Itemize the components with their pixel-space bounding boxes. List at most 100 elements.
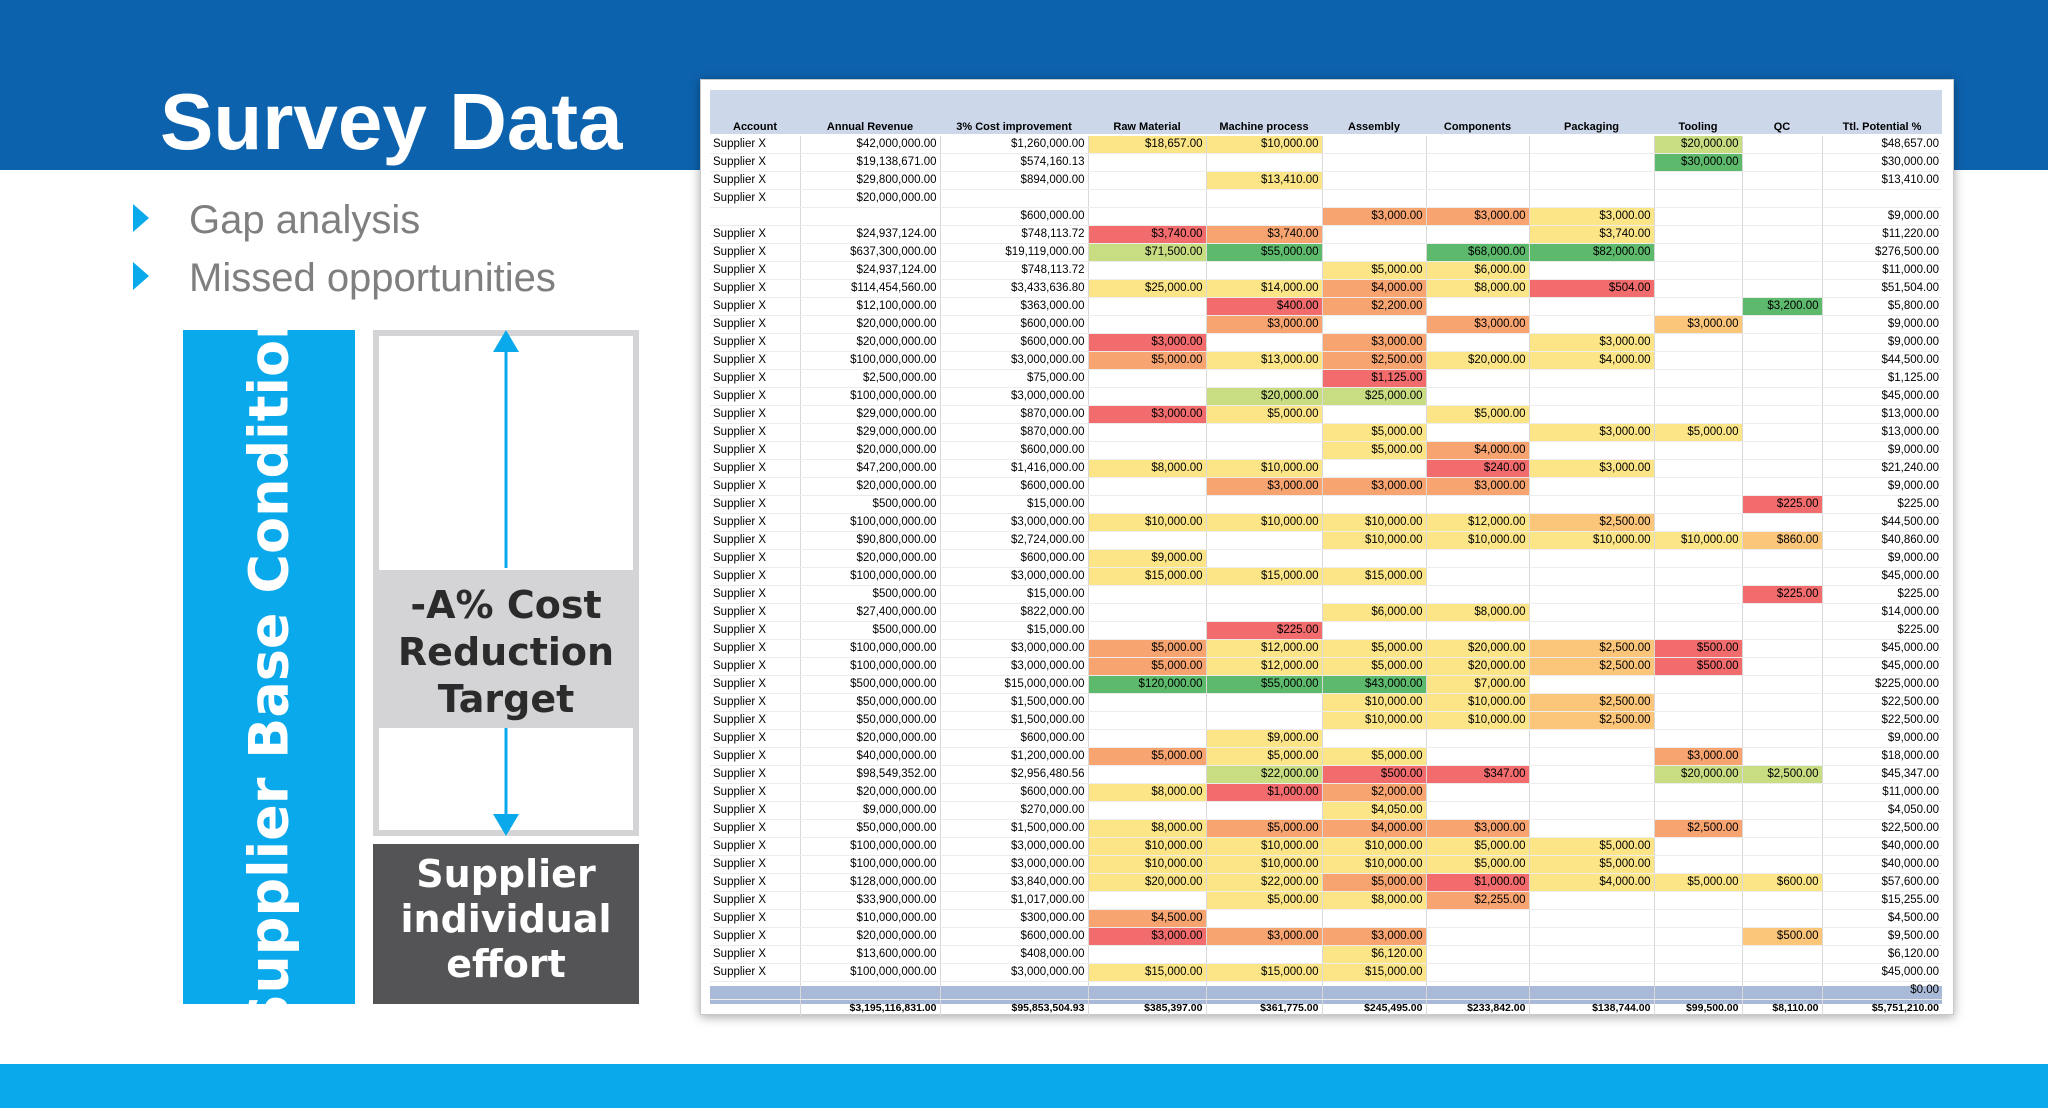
table-cell: $5,000.00: [1321, 873, 1426, 893]
table-cell: [1653, 207, 1742, 227]
table-row: $0.00: [710, 981, 1942, 1001]
table-cell: Supplier X: [710, 963, 800, 983]
table-cell: $13,000.00: [1205, 351, 1322, 371]
table-cell: [1653, 387, 1742, 407]
table-cell: $14,000.00: [1821, 603, 1942, 623]
table-row: Supplier X $50,000,000.00 $1,500,000.00 $8,…: [710, 819, 1942, 839]
table-cell: $860.00: [1741, 531, 1822, 551]
table-cell: $8,000.00: [1321, 891, 1426, 911]
table-cell: Supplier X: [710, 873, 800, 893]
table-cell: $18,000.00: [1821, 747, 1942, 767]
table-cell: $748,113.72: [939, 225, 1088, 245]
table-cell: $3,000,000.00: [939, 567, 1088, 587]
table-cell: $2,956,480.56: [939, 765, 1088, 785]
table-cell: [1425, 567, 1529, 587]
table-cell: $822,000.00: [939, 603, 1088, 623]
table-row: Supplier X $100,000,000.00 $3,000,000.00 $2…: [710, 387, 1942, 407]
column-header: QC: [1773, 120, 1791, 133]
table-cell: $5,800.00: [1821, 297, 1942, 317]
table-cell: [1741, 171, 1822, 191]
table-cell: $10,000.00: [1528, 531, 1654, 551]
table-cell: [1653, 693, 1742, 713]
table-cell: $2,500.00: [1528, 513, 1654, 533]
table-cell: [1087, 171, 1206, 191]
table-cell: $20,000,000.00: [799, 549, 940, 569]
table-cell: Supplier X: [710, 189, 800, 209]
table-cell: [1425, 945, 1529, 965]
table-cell: $114,454,560.00: [799, 279, 940, 299]
table-cell: $10,000.00: [1205, 513, 1322, 533]
table-cell: [1321, 225, 1426, 245]
table-cell: $4,000.00: [1425, 441, 1529, 461]
table-row: Supplier X $20,000,000.00 $600,000.00 $3,00…: [710, 477, 1942, 497]
table-row: Supplier X $24,937,124.00 $748,113.72 $5,00…: [710, 261, 1942, 281]
table-cell: [1087, 189, 1206, 209]
table-cell: [1205, 693, 1322, 713]
column-header: Tooling: [1678, 120, 1718, 133]
table-cell: [1741, 153, 1822, 173]
table-cell: $500.00: [1741, 927, 1822, 947]
column-header: Machine process: [1219, 120, 1309, 133]
table-cell: [1653, 675, 1742, 695]
table-cell: $45,000.00: [1821, 639, 1942, 659]
table-cell: Supplier X: [710, 603, 800, 623]
table-cell: [1425, 171, 1529, 191]
table-cell: [1653, 279, 1742, 299]
table-row: Supplier X $24,937,124.00 $748,113.72 $3,74…: [710, 225, 1942, 245]
table-cell: [1653, 405, 1742, 425]
table-cell: $55,000.00: [1205, 243, 1322, 263]
table-cell: [1321, 153, 1426, 173]
table-cell: [1653, 621, 1742, 641]
table-cell: [1205, 441, 1322, 461]
table-cell: [1653, 513, 1742, 533]
table-cell: $20,000,000.00: [799, 441, 940, 461]
table-cell: $24,937,124.00: [799, 261, 940, 281]
table-cell: $5,000.00: [1321, 423, 1426, 443]
table-cell: $225.00: [1821, 585, 1942, 605]
table-cell: [1653, 945, 1742, 965]
table-cell: Supplier X: [710, 261, 800, 281]
table-cell: Supplier X: [710, 711, 800, 731]
table-cell: $5,000.00: [1528, 837, 1654, 857]
table-cell: $276,500.00: [1821, 243, 1942, 263]
table-cell: $3,195,116,831.00: [799, 999, 940, 1018]
table-cell: $3,000.00: [1087, 927, 1206, 947]
table-cell: [1087, 711, 1206, 731]
table-cell: $2,255.00: [1425, 891, 1529, 911]
table-cell: $3,000.00: [1087, 333, 1206, 353]
table-cell: [1741, 819, 1822, 839]
table-cell: [1087, 495, 1206, 515]
table-cell: [1321, 549, 1426, 569]
table-row: Supplier X $20,000,000.00 $600,000.00 $3,00…: [710, 333, 1942, 353]
table-cell: [1205, 801, 1322, 821]
table-cell: [1321, 459, 1426, 479]
table-cell: [1528, 945, 1654, 965]
table-cell: [1087, 765, 1206, 785]
table-cell: $3,200.00: [1741, 297, 1822, 317]
table-cell: $22,500.00: [1821, 693, 1942, 713]
table-cell: $15,000,000.00: [939, 675, 1088, 695]
table-cell: [710, 207, 800, 227]
table-cell: $15,000.00: [1321, 567, 1426, 587]
table-cell: $4,000.00: [1528, 351, 1654, 371]
table-row: Supplier X $2,500,000.00 $75,000.00 $1,125.…: [710, 369, 1942, 389]
column-header: Raw Material: [1113, 120, 1181, 133]
table-cell: $5,000.00: [1425, 855, 1529, 875]
table-cell: $8,110.00: [1741, 999, 1822, 1018]
table-cell: $1,000.00: [1205, 783, 1322, 803]
table-cell: [1741, 387, 1822, 407]
table-cell: $138,744.00: [1528, 999, 1654, 1018]
table-cell: $15,000.00: [939, 585, 1088, 605]
table-cell: Supplier X: [710, 585, 800, 605]
table-cell: [1741, 369, 1822, 389]
table-cell: Supplier X: [710, 675, 800, 695]
table-cell: $43,000.00: [1321, 675, 1426, 695]
table-cell: $8,000.00: [1087, 819, 1206, 839]
table-cell: $100,000,000.00: [799, 639, 940, 659]
bullet-text: Missed opportunities: [189, 256, 556, 300]
table-cell: [1528, 963, 1654, 983]
table-cell: [1528, 297, 1654, 317]
table-cell: [1653, 909, 1742, 929]
table-cell: [1741, 513, 1822, 533]
table-cell: $100,000,000.00: [799, 513, 940, 533]
